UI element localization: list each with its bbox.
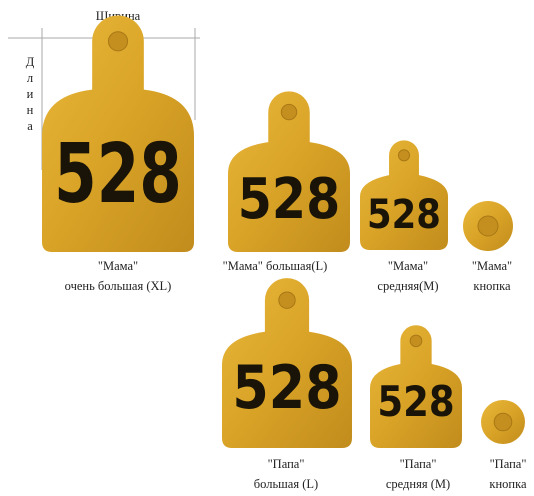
length-label: Длина xyxy=(23,55,37,135)
tag-label: средняя (M) xyxy=(386,477,450,491)
tag-label: средняя(M) xyxy=(377,279,438,293)
tag-number: 528 xyxy=(377,377,454,426)
tag-label: очень большая (XL) xyxy=(65,279,172,293)
tag-hole xyxy=(279,292,295,308)
tag-label: "Мама" xyxy=(98,259,138,273)
tag-hole xyxy=(398,150,409,161)
tags: 528 "Мама" очень большая (XL) 528 "Мама" бол… xyxy=(42,15,527,491)
tag-label: "Папа" xyxy=(268,457,305,471)
tag-hole xyxy=(410,335,422,347)
tag-label: кнопка xyxy=(489,477,527,491)
tag-label: "Папа" xyxy=(400,457,437,471)
tag-number: 528 xyxy=(54,127,182,222)
tag-label: "Папа" xyxy=(490,457,527,471)
tag-number: 528 xyxy=(232,353,341,423)
tag-hole xyxy=(281,104,296,119)
tag-hole xyxy=(108,32,127,51)
tag-label: большая (L) xyxy=(254,477,318,491)
button-pin xyxy=(494,413,512,431)
tag-label: "Мама" xyxy=(472,259,512,273)
product-illustration: Ширина Длина 528"Мама"очень большая (XL)… xyxy=(0,0,534,496)
tag-label: кнопка xyxy=(473,279,511,293)
button-pin xyxy=(478,216,498,236)
tag-number: 528 xyxy=(367,192,441,238)
tag-label: "Мама" большая(L) xyxy=(223,259,328,273)
tag-number: 528 xyxy=(238,167,340,232)
tag-label: "Мама" xyxy=(388,259,428,273)
